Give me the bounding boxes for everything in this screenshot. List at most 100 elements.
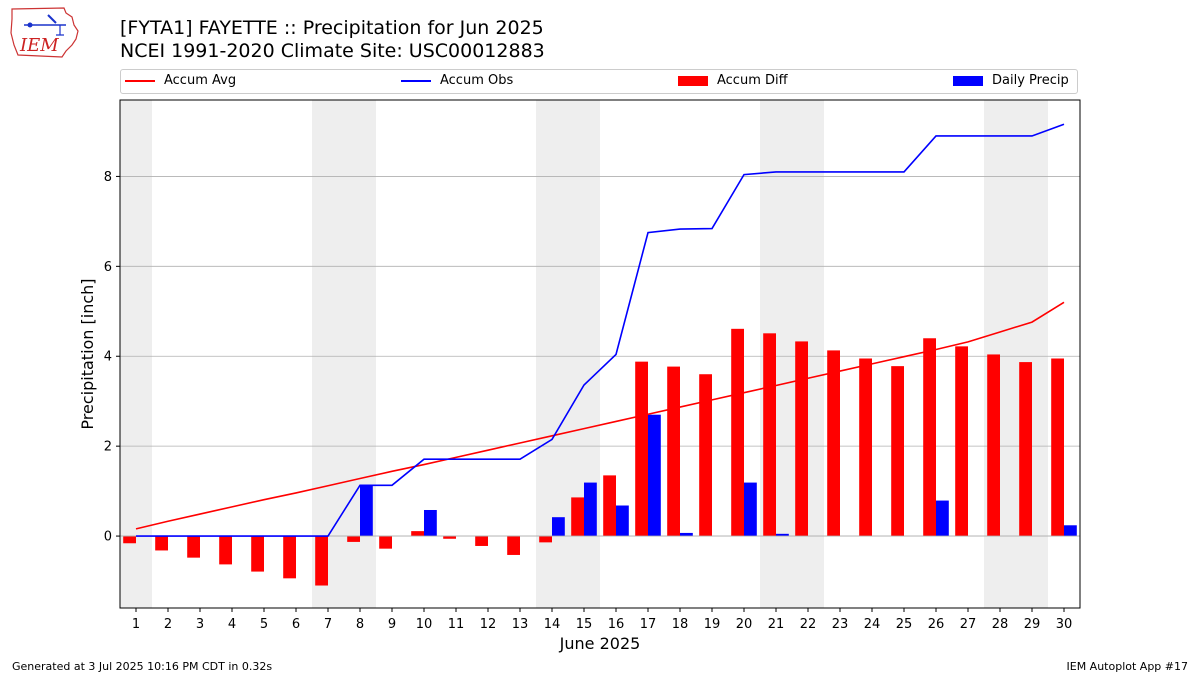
- plot-frame: [119, 99, 1081, 609]
- daily-precip-bar: [584, 482, 597, 537]
- accum-diff-bar: [795, 341, 808, 537]
- accum-diff-bar: [667, 366, 680, 537]
- x-tick-label: 15: [576, 617, 593, 632]
- x-tick-label: 6: [292, 617, 300, 632]
- accum-diff-bar: [571, 497, 584, 537]
- legend-label-accum-avg: Accum Avg: [164, 73, 237, 88]
- x-tick-label: 7: [324, 617, 332, 632]
- chart-title: [FYTA1] FAYETTE :: Precipitation for Jun…: [120, 17, 544, 39]
- y-tick-label: 2: [104, 440, 112, 455]
- accum-diff-bar: [411, 531, 424, 537]
- x-tick-label: 22: [800, 617, 817, 632]
- x-tick-label: 5: [260, 617, 268, 632]
- accum-diff-bar: [219, 536, 232, 565]
- accum-diff-bar: [1019, 362, 1032, 537]
- accum-diff-bar: [891, 366, 904, 537]
- x-axis-label: June 2025: [559, 634, 641, 653]
- x-tick-label: 27: [960, 617, 977, 632]
- weekend-band: [312, 100, 344, 608]
- accum-diff-bar: [859, 358, 872, 537]
- daily-precip-bar: [776, 533, 789, 537]
- y-tick-label: 0: [104, 530, 112, 545]
- accum-diff-bar: [539, 536, 552, 543]
- accum-obs-line: [136, 123, 1065, 537]
- iem-logo: IEM: [10, 7, 79, 58]
- accum-diff-bar: [315, 536, 328, 586]
- y-tick-label: 6: [104, 260, 112, 275]
- x-tick-label: 26: [928, 617, 945, 632]
- legend-swatch-accum-diff: [678, 75, 708, 86]
- accum-diff-bar: [283, 536, 296, 579]
- x-tick-label: 14: [544, 617, 561, 632]
- x-tick-label: 13: [512, 617, 529, 632]
- daily-precip-bar: [1064, 525, 1077, 537]
- legend-swatch-accum-obs: [401, 79, 431, 82]
- legend-label-daily-precip: Daily Precip: [992, 73, 1069, 88]
- daily-precip-bar: [680, 532, 693, 537]
- y-tick-label: 8: [104, 170, 112, 185]
- accum-diff-bar: [955, 346, 968, 537]
- x-tick-label: 28: [992, 617, 1009, 632]
- x-tick-label: 29: [1024, 617, 1041, 632]
- x-tick-label: 9: [388, 617, 396, 632]
- legend: Accum Avg Accum Obs Accum Diff Daily Pre…: [120, 69, 1078, 94]
- accum-diff-bar: [763, 333, 776, 537]
- y-axis-label: Precipitation [inch]: [78, 278, 97, 429]
- footer-generated-at: Generated at 3 Jul 2025 10:16 PM CDT in …: [12, 660, 273, 673]
- x-tick-label: 12: [480, 617, 497, 632]
- y-tick-label: 4: [104, 350, 112, 365]
- legend-item-accum-obs: Accum Obs: [401, 73, 513, 88]
- x-tick-label: 16: [608, 617, 625, 632]
- chart-subtitle: NCEI 1991-2020 Climate Site: USC00012883: [120, 40, 545, 62]
- x-tick-label: 3: [196, 617, 204, 632]
- daily-precip-bar: [552, 517, 565, 537]
- legend-swatch-daily-precip: [953, 75, 983, 86]
- accum-diff-bar: [187, 536, 200, 558]
- legend-label-accum-obs: Accum Obs: [440, 73, 514, 88]
- x-tick-label: 2: [164, 617, 172, 632]
- legend-swatch-accum-avg: [125, 79, 155, 82]
- daily-precip-bar: [936, 500, 949, 537]
- x-tick-label: 1: [132, 617, 140, 632]
- daily-precip-bar: [424, 509, 437, 537]
- x-tick-label: 4: [228, 617, 236, 632]
- accum-diff-bar: [379, 536, 392, 549]
- x-tick-label: 21: [768, 617, 785, 632]
- footer-app-id: IEM Autoplot App #17: [1066, 660, 1189, 673]
- accum-diff-bar: [923, 338, 936, 537]
- accum-diff-bar: [347, 536, 360, 542]
- x-tick-label: 20: [736, 617, 753, 632]
- x-tick-label: 19: [704, 617, 721, 632]
- accum-diff-bar: [1051, 358, 1064, 537]
- x-tick-label: 23: [832, 617, 849, 632]
- legend-item-accum-avg: Accum Avg: [125, 73, 236, 88]
- x-tick-label: 8: [356, 617, 364, 632]
- weekend-band: [120, 100, 152, 608]
- x-tick-label: 17: [640, 617, 657, 632]
- daily-precip-bar: [616, 505, 629, 537]
- accum-diff-bar: [635, 361, 648, 537]
- daily-precip-bar: [360, 485, 373, 537]
- legend-item-daily-precip: Daily Precip: [953, 73, 1069, 88]
- accum-diff-bar: [443, 536, 456, 539]
- x-tick-label: 11: [448, 617, 465, 632]
- accum-diff-bar: [123, 536, 136, 544]
- legend-label-accum-diff: Accum Diff: [717, 73, 788, 88]
- accum-diff-bar: [699, 374, 712, 537]
- accum-diff-bar: [155, 536, 168, 551]
- svg-text:IEM: IEM: [19, 35, 59, 56]
- accum-diff-bar: [475, 536, 488, 546]
- daily-precip-bar: [648, 414, 661, 537]
- accum-diff-bar: [603, 475, 616, 537]
- x-tick-label: 18: [672, 617, 689, 632]
- accum-diff-bar: [507, 536, 520, 555]
- x-tick-label: 25: [896, 617, 913, 632]
- accum-diff-bar: [827, 350, 840, 537]
- accum-diff-bar: [987, 354, 1000, 537]
- x-tick-label: 30: [1056, 617, 1073, 632]
- accum-avg-line: [135, 301, 1065, 530]
- x-tick-label: 10: [416, 617, 433, 632]
- legend-item-accum-diff: Accum Diff: [678, 73, 788, 88]
- accum-diff-bar: [251, 536, 264, 572]
